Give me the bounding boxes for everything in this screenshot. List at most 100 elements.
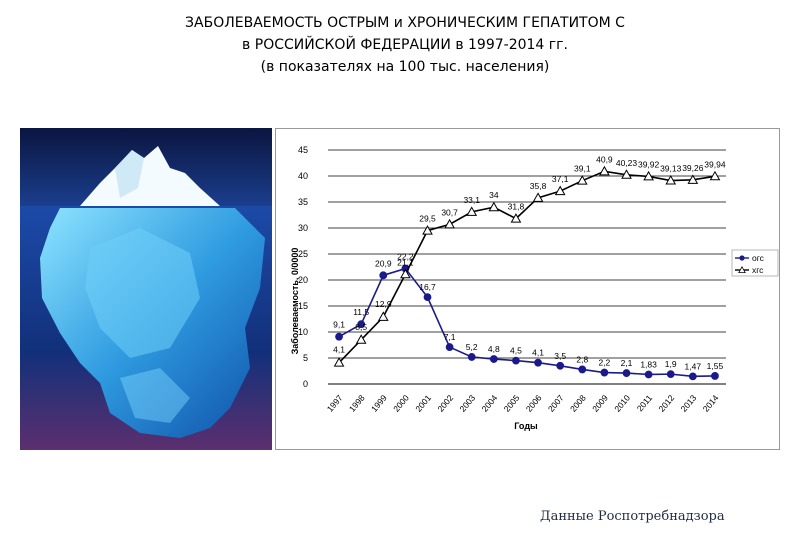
data-label: 39,26 [682,163,704,173]
data-point-triangle [643,170,654,181]
data-label: 1,9 [665,359,677,369]
x-tick-label: 2004 [480,393,500,414]
data-point-triangle [510,213,522,223]
data-point-triangle [554,185,566,196]
chart-legend: огс хгс [731,249,779,277]
x-tick-label: 2010 [612,393,632,414]
data-label: 12,9 [375,299,392,309]
data-point-circle [688,372,697,381]
data-label: 1,55 [707,361,724,371]
x-tick-label: 1999 [369,393,389,414]
data-point-triangle [488,201,500,212]
data-point-circle [445,343,454,351]
data-point-triangle [576,175,588,185]
data-label: 4,1 [333,345,345,355]
series-line-огс [338,267,715,378]
data-point-circle [335,332,343,341]
y-tick-label: 40 [298,171,308,181]
data-point-circle [357,320,366,329]
y-tick-label: 35 [298,197,308,207]
legend-marker-circle [739,255,745,261]
x-tick-label: 2006 [524,393,544,414]
y-tick-label: 30 [298,223,308,233]
data-label: 39,92 [638,159,660,169]
data-point-triangle [621,169,632,179]
legend-label: огс [752,253,765,263]
x-tick-label: 2009 [590,393,610,414]
data-label: 40,23 [616,158,638,168]
x-tick-label: 2011 [635,393,655,414]
data-label: 37,1 [552,174,569,184]
data-point-circle [379,271,388,280]
data-label: 30,7 [441,207,458,217]
y-tick-label: 0 [303,379,308,389]
y-tick-label: 15 [298,301,308,311]
data-point-triangle [532,192,544,202]
data-point-circle [534,358,542,367]
data-point-triangle [333,357,345,367]
x-tick-label: 2007 [546,393,566,414]
data-point-circle [423,293,432,302]
data-label: 2,2 [598,358,610,368]
y-tick-label: 20 [298,275,308,285]
x-tick-label: 1997 [325,393,345,414]
data-label: 2,1 [621,358,633,368]
page-title: ЗАБОЛЕВАЕМОСТЬ ОСТРЫМ и ХРОНИЧЕСКИМ ГЕПА… [0,12,810,78]
y-tick-label: 10 [298,327,308,337]
x-tick-label: 2005 [502,393,522,414]
data-label: 39,13 [660,164,682,174]
data-point-circle [578,365,587,374]
data-label: 5,2 [466,342,478,352]
iceberg-image [20,128,272,450]
data-point-circle [711,372,719,380]
data-label: 31,8 [508,202,525,212]
data-point-circle [512,356,520,365]
data-label: 8,5 [355,322,367,332]
data-point-circle [622,369,631,377]
x-tick-label: 2002 [435,393,455,414]
data-label: 22,2 [397,252,414,262]
data-label: 21,1 [397,257,414,267]
data-label: 34 [489,190,499,200]
data-label: 4,1 [532,348,544,358]
title-line-1: ЗАБОЛЕВАЕМОСТЬ ОСТРЫМ и ХРОНИЧЕСКИМ ГЕПА… [185,15,625,31]
legend-marker-triangle [738,265,746,274]
data-label: 4,8 [488,344,500,354]
data-point-triangle [377,311,389,321]
data-point-triangle [665,175,677,185]
x-tick-label: 2003 [457,393,477,414]
data-label: 11,5 [353,307,369,317]
y-tick-label: 5 [303,353,308,363]
x-tick-label: 2013 [679,393,699,414]
data-label: 20,9 [375,258,392,268]
data-label: 4,5 [510,346,522,356]
data-point-circle [666,370,675,379]
data-label: 39,94 [704,159,726,169]
title-line-2: в РОССИЙСКОЙ ФЕДЕРАЦИИ в 1997-2014 гг. [242,37,568,53]
data-point-circle [600,368,609,377]
x-tick-label: 1998 [347,393,367,414]
data-point-triangle [400,268,411,279]
y-axis-label: Заболеваемость, 0/0000 [290,248,300,355]
x-tick-label: 2001 [413,393,433,414]
data-label: 40,9 [596,154,613,164]
x-tick-label: 2000 [391,393,411,414]
title-line-3: (в показателях на 100 тыс. населения) [260,59,550,75]
data-label: 39,1 [574,164,591,174]
data-point-circle [489,355,498,363]
data-label: 1,47 [685,361,702,371]
data-label: 9,1 [333,320,345,330]
data-point-circle [556,361,565,370]
data-label: 2,8 [576,354,588,364]
legend-label: хгс [752,265,764,275]
data-point-triangle [709,170,721,181]
chart-panel: 0 5 10 15 20 25 30 35 40 45 1997 1998 1999 2000 2001 20… [275,128,780,450]
data-label: 3,5 [554,351,566,361]
data-point-triangle [444,218,455,229]
data-point-triangle [687,174,699,184]
data-point-circle [467,353,476,361]
x-tick-label: 2008 [568,393,588,414]
source-note: Данные Роспотребнадзора [540,509,725,524]
y-tick-label: 45 [298,145,308,155]
